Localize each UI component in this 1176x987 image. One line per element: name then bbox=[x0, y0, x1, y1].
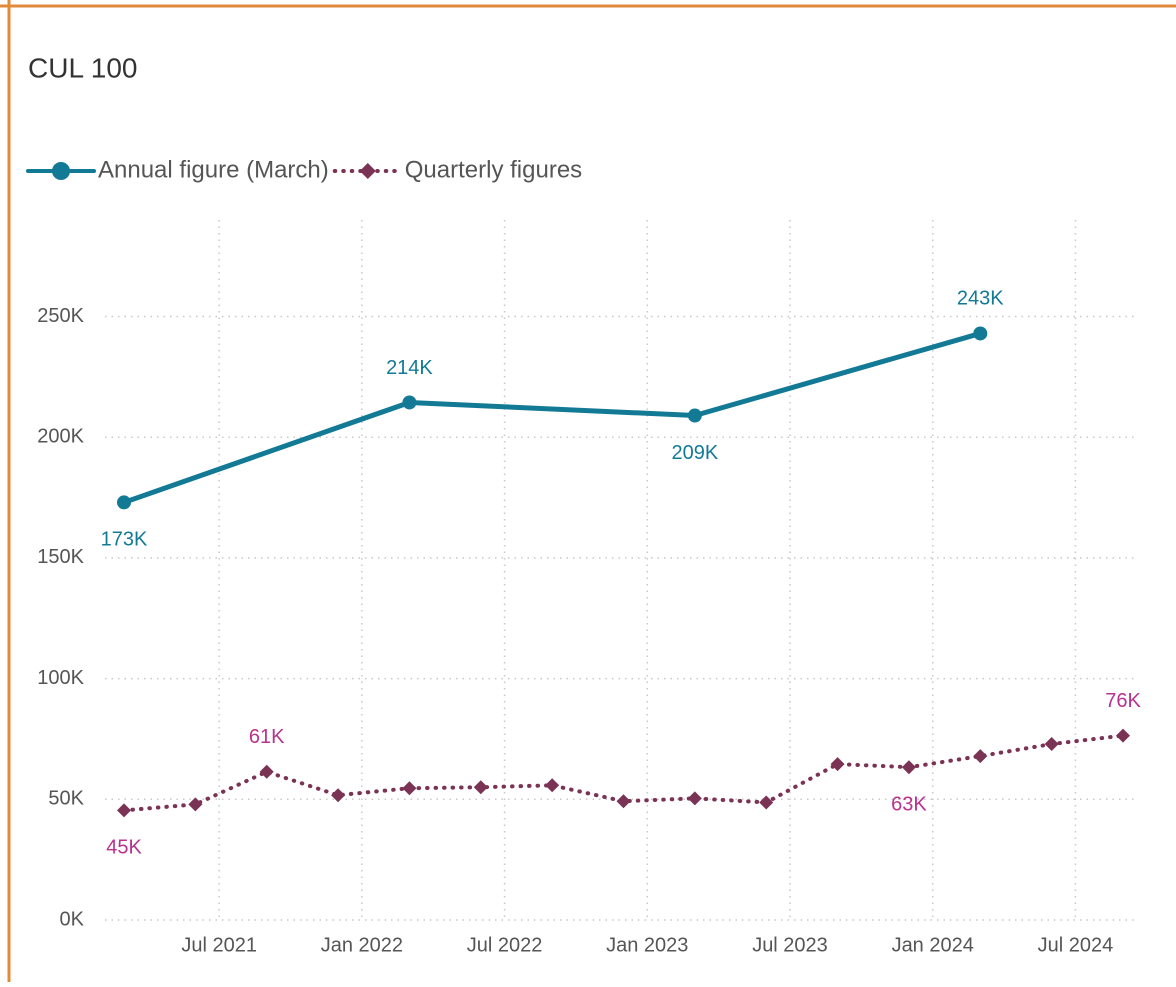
data-label: 76K bbox=[1105, 690, 1141, 712]
y-tick-label: 150K bbox=[37, 546, 84, 568]
data-point bbox=[973, 326, 988, 341]
x-tick-label: Jan 2023 bbox=[606, 934, 688, 956]
data-point bbox=[616, 794, 631, 809]
y-tick-label: 50K bbox=[48, 788, 84, 810]
x-tick-label: Jul 2022 bbox=[467, 934, 543, 956]
data-label: 45K bbox=[106, 837, 142, 859]
data-point bbox=[687, 408, 702, 423]
x-tick-label: Jul 2021 bbox=[181, 934, 257, 956]
data-point bbox=[331, 788, 346, 803]
data-point bbox=[901, 760, 916, 775]
x-tick-label: Jul 2023 bbox=[752, 934, 828, 956]
data-label: 173K bbox=[101, 529, 148, 551]
data-point bbox=[117, 803, 131, 818]
chart-title: CUL 100 bbox=[28, 52, 137, 83]
y-tick-label: 200K bbox=[37, 426, 84, 448]
data-point bbox=[545, 778, 560, 793]
x-tick-label: Jul 2024 bbox=[1038, 934, 1114, 956]
data-point bbox=[473, 780, 488, 795]
y-tick-label: 250K bbox=[37, 305, 84, 327]
series-line bbox=[121, 330, 983, 505]
legend-item: Annual figure (March) bbox=[26, 156, 329, 183]
data-point bbox=[117, 495, 131, 510]
legend-label: Annual figure (March) bbox=[98, 156, 329, 183]
data-point bbox=[687, 791, 702, 806]
x-tick-label: Jan 2022 bbox=[321, 934, 403, 956]
data-label: 214K bbox=[386, 357, 433, 379]
x-tick-label: Jan 2024 bbox=[892, 934, 974, 956]
y-tick-label: 0K bbox=[60, 908, 85, 930]
y-tick-label: 100K bbox=[37, 667, 84, 689]
data-point bbox=[402, 781, 417, 796]
data-point bbox=[259, 764, 274, 779]
data-label: 209K bbox=[671, 442, 718, 464]
data-label: 63K bbox=[891, 793, 927, 815]
legend-marker bbox=[52, 162, 70, 180]
data-point bbox=[188, 797, 203, 812]
data-point bbox=[1116, 728, 1130, 743]
data-point bbox=[1044, 737, 1059, 752]
data-point bbox=[759, 795, 774, 810]
data-label: 243K bbox=[957, 288, 1004, 310]
data-label: 61K bbox=[249, 726, 285, 748]
legend-marker bbox=[359, 163, 376, 179]
data-point bbox=[973, 749, 988, 764]
legend-label: Quarterly figures bbox=[405, 156, 582, 183]
data-point bbox=[830, 757, 845, 772]
legend-item: Quarterly figures bbox=[332, 156, 582, 183]
data-point bbox=[402, 395, 417, 410]
